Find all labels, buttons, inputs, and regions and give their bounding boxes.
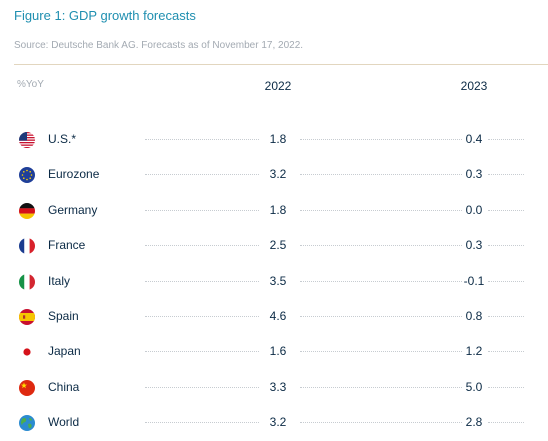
table-row: U.S.* 1.8 0.4 (0, 128, 548, 152)
china-flag-icon (19, 379, 35, 396)
value-2023: 0.8 (465, 309, 483, 323)
dotted-leader (145, 316, 259, 317)
table-row: France 2.5 0.3 (0, 234, 548, 258)
value-2023: -0.1 (463, 273, 485, 288)
table-row: Germany 1.8 0.0 (0, 199, 548, 223)
country-label: Italy (48, 273, 71, 288)
value-2022: 3.2 (269, 415, 287, 430)
value-2022: 4.6 (269, 309, 287, 323)
value-2022: 3.3 (269, 379, 287, 394)
dotted-leader (300, 139, 462, 140)
france-flag-icon (19, 238, 35, 255)
value-2022: 1.8 (269, 202, 287, 217)
dotted-leader (488, 351, 524, 353)
dotted-leader (488, 245, 524, 247)
dotted-leader (300, 245, 462, 247)
value-2023: 1.2 (465, 344, 483, 359)
header-divider (14, 64, 548, 65)
value-2023: 0.3 (465, 238, 483, 253)
dotted-leader (300, 316, 462, 317)
value-2022: 1.8 (269, 132, 287, 146)
dotted-leader (300, 280, 462, 282)
dotted-leader (145, 139, 259, 140)
dotted-leader (145, 280, 259, 282)
us-flag-icon (19, 132, 35, 148)
country-label: Eurozone (48, 167, 100, 182)
source-note: Source: Deutsche Bank AG. Forecasts as o… (14, 40, 304, 51)
country-label: France (48, 238, 86, 253)
value-2023: 0.3 (465, 167, 483, 182)
value-2023: 0.0 (465, 202, 483, 217)
globe-icon (19, 415, 35, 432)
dotted-leader (300, 174, 462, 176)
table-row: Japan 1.6 1.2 (0, 340, 548, 364)
country-label: China (48, 379, 80, 394)
dotted-leader (488, 422, 524, 424)
country-label: U.S.* (48, 132, 77, 146)
dotted-leader (488, 209, 524, 211)
dotted-leader (488, 174, 524, 176)
dotted-leader (145, 351, 259, 353)
dotted-leader (145, 174, 259, 176)
country-label: World (48, 415, 80, 430)
dotted-leader (488, 280, 524, 282)
dotted-leader (488, 316, 524, 317)
figure-title: Figure 1: GDP growth forecasts (14, 8, 196, 23)
table-row: China 3.3 5.0 (0, 376, 548, 400)
value-2023: 5.0 (465, 379, 483, 394)
country-label: Spain (48, 309, 79, 323)
table-row: World 3.2 2.8 (0, 411, 548, 435)
dotted-leader (145, 422, 259, 424)
value-2023: 2.8 (465, 415, 483, 430)
eu-flag-icon (19, 167, 35, 184)
dotted-leader (300, 386, 462, 388)
dotted-leader (300, 422, 462, 424)
value-2022: 3.5 (269, 273, 287, 288)
dotted-leader (145, 386, 259, 388)
unit-label: %YoY (17, 79, 44, 90)
dotted-leader (488, 386, 524, 388)
column-header-2023: 2023 (460, 79, 488, 93)
value-2022: 2.5 (269, 238, 287, 253)
dotted-leader (300, 209, 462, 211)
table-row: Italy 3.5 -0.1 (0, 270, 548, 294)
dotted-leader (145, 209, 259, 211)
value-2022: 1.6 (269, 344, 287, 359)
country-label: Japan (48, 344, 81, 359)
dotted-leader (300, 351, 462, 353)
germany-flag-icon (19, 202, 35, 219)
value-2023: 0.4 (465, 132, 483, 146)
italy-flag-icon (19, 273, 35, 290)
column-header-2022: 2022 (264, 79, 292, 93)
japan-flag-icon (19, 344, 35, 361)
value-2022: 3.2 (269, 167, 287, 182)
country-label: Germany (48, 202, 98, 217)
spain-flag-icon (19, 309, 35, 325)
dotted-leader (488, 139, 524, 140)
table-row: Eurozone 3.2 0.3 (0, 163, 548, 187)
dotted-leader (145, 245, 259, 247)
table-row: Spain 4.6 0.8 (0, 305, 548, 329)
